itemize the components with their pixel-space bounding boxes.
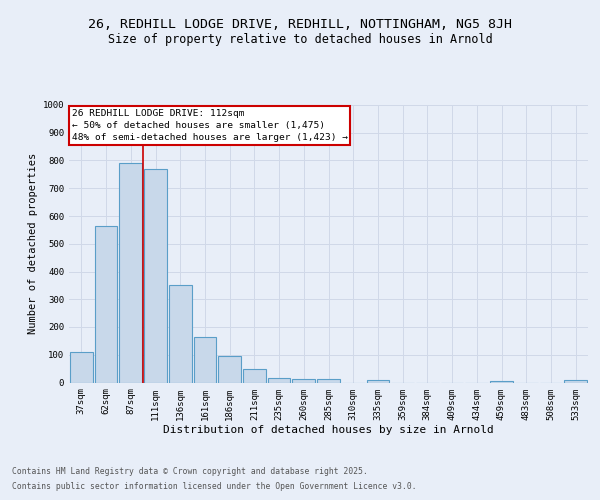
Text: 26 REDHILL LODGE DRIVE: 112sqm
← 50% of detached houses are smaller (1,475)
48% : 26 REDHILL LODGE DRIVE: 112sqm ← 50% of … xyxy=(71,109,347,142)
Text: Contains HM Land Registry data © Crown copyright and database right 2025.: Contains HM Land Registry data © Crown c… xyxy=(12,467,368,476)
Bar xyxy=(144,169,167,382)
X-axis label: Distribution of detached houses by size in Arnold: Distribution of detached houses by size … xyxy=(163,425,494,435)
Text: 26, REDHILL LODGE DRIVE, REDHILL, NOTTINGHAM, NG5 8JH: 26, REDHILL LODGE DRIVE, REDHILL, NOTTIN… xyxy=(88,18,512,30)
Bar xyxy=(317,380,340,382)
Bar xyxy=(490,380,513,382)
Text: Size of property relative to detached houses in Arnold: Size of property relative to detached ho… xyxy=(107,32,493,46)
Bar xyxy=(218,356,241,382)
Bar xyxy=(169,286,191,382)
Bar xyxy=(194,336,216,382)
Text: Contains public sector information licensed under the Open Government Licence v3: Contains public sector information licen… xyxy=(12,482,416,491)
Bar xyxy=(243,368,266,382)
Bar xyxy=(564,380,587,382)
Bar xyxy=(95,226,118,382)
Bar xyxy=(367,380,389,382)
Bar xyxy=(268,378,290,382)
Bar xyxy=(119,164,142,382)
Y-axis label: Number of detached properties: Number of detached properties xyxy=(28,153,38,334)
Bar xyxy=(70,352,93,382)
Bar xyxy=(292,380,315,382)
